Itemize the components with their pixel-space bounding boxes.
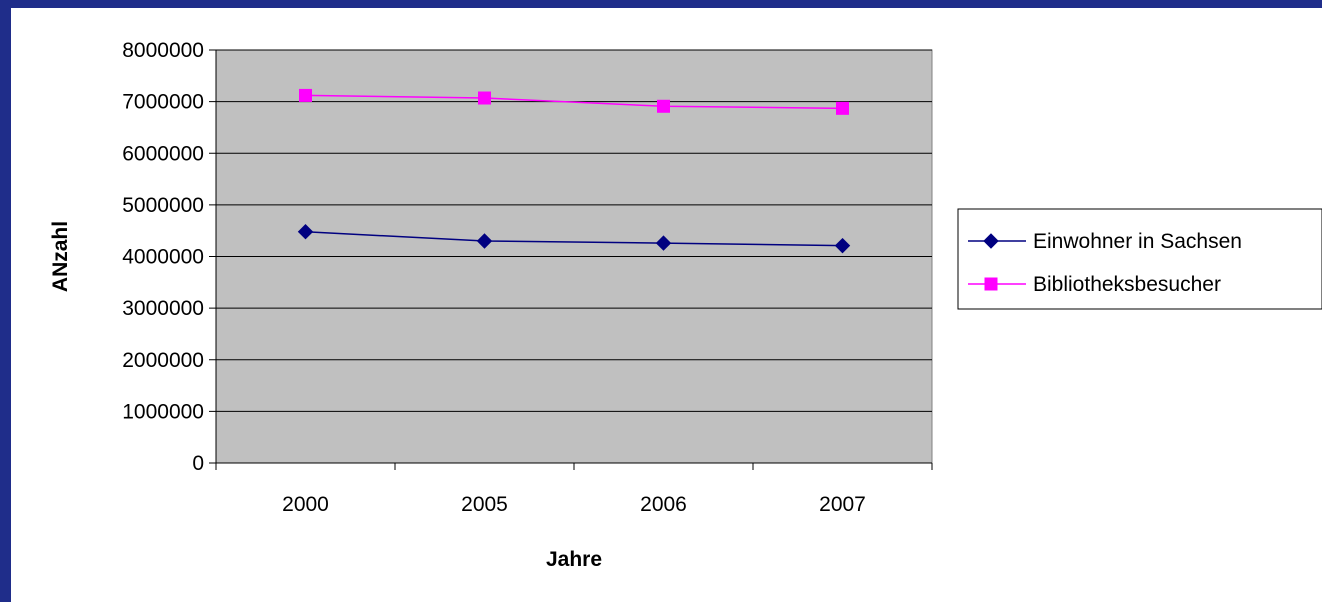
x-tick-label: 2006 <box>640 493 687 516</box>
legend-marker <box>984 277 998 291</box>
series-2 <box>299 88 849 115</box>
y-tick-label: 8000000 <box>122 39 204 62</box>
data-point <box>299 88 312 102</box>
data-point <box>476 233 493 249</box>
data-point <box>655 235 672 251</box>
x-axis-ticks: 2000 2005 2006 2007 <box>282 493 866 516</box>
series-1 <box>297 224 851 254</box>
data-point <box>478 91 491 105</box>
chart-frame: 0 1000000 2000000 3000000 4000000 5000000 6000… <box>11 8 1322 602</box>
series <box>297 88 851 254</box>
data-point <box>834 237 851 254</box>
y-tick-label: 5000000 <box>122 194 204 217</box>
x-tick-label: 2000 <box>282 493 329 516</box>
y-tick-label: 7000000 <box>122 91 204 114</box>
y-axis-title: ANzahl <box>49 221 72 292</box>
data-point <box>297 224 314 240</box>
y-tick-label: 0 <box>192 452 204 475</box>
legend-marker <box>983 233 999 249</box>
data-point <box>657 99 670 113</box>
y-tick-label: 6000000 <box>122 142 204 165</box>
y-axis-ticks: 0 1000000 2000000 3000000 4000000 5000000 6000… <box>122 39 204 475</box>
gridlines <box>216 49 932 412</box>
legend-entry: Bibliotheksbesucher <box>968 273 1221 296</box>
legend: Einwohner in Sachsen Bibliotheksbesucher <box>957 208 1322 310</box>
legend-label: Bibliotheksbesucher <box>1033 273 1221 296</box>
y-tick-label: 2000000 <box>122 349 204 372</box>
legend-label: Einwohner in Sachsen <box>1033 230 1242 253</box>
series-line <box>305 94 843 110</box>
legend-box <box>957 208 1322 310</box>
x-tick-label: 2005 <box>461 493 508 516</box>
chart: 0 1000000 2000000 3000000 4000000 5000000 6000… <box>49 39 1322 571</box>
data-point <box>836 101 849 115</box>
x-axis-title: Jahre <box>546 548 602 571</box>
series-line <box>305 230 843 247</box>
y-tick-label: 1000000 <box>122 400 204 423</box>
x-tick-label: 2007 <box>819 493 866 516</box>
axes <box>209 49 933 470</box>
y-tick-label: 4000000 <box>122 246 204 269</box>
legend-entry: Einwohner in Sachsen <box>968 230 1242 253</box>
y-tick-label: 3000000 <box>122 297 204 320</box>
